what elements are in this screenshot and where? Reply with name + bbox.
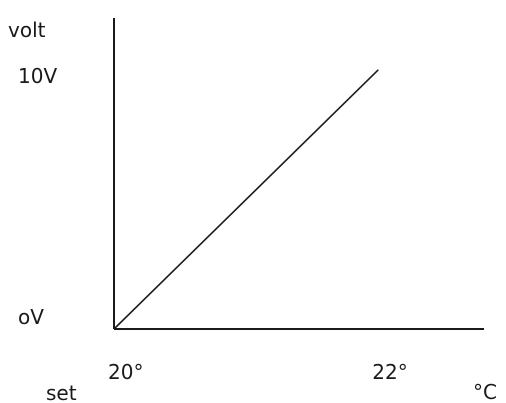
y-tick-label-0: oV [18,305,44,329]
series-group [113,69,379,330]
tick-labels: 20° 22° oV 10V [18,64,408,384]
series-line-0 [113,69,379,330]
x-tick-label-1: 22° [372,360,407,384]
y-axis-label: volt [8,18,46,42]
x-tick-label-0: 20° [108,360,143,384]
x-corner-label: set [46,381,77,403]
x-axis-label: °C [473,380,497,403]
y-tick-label-1: 10V [18,64,57,88]
